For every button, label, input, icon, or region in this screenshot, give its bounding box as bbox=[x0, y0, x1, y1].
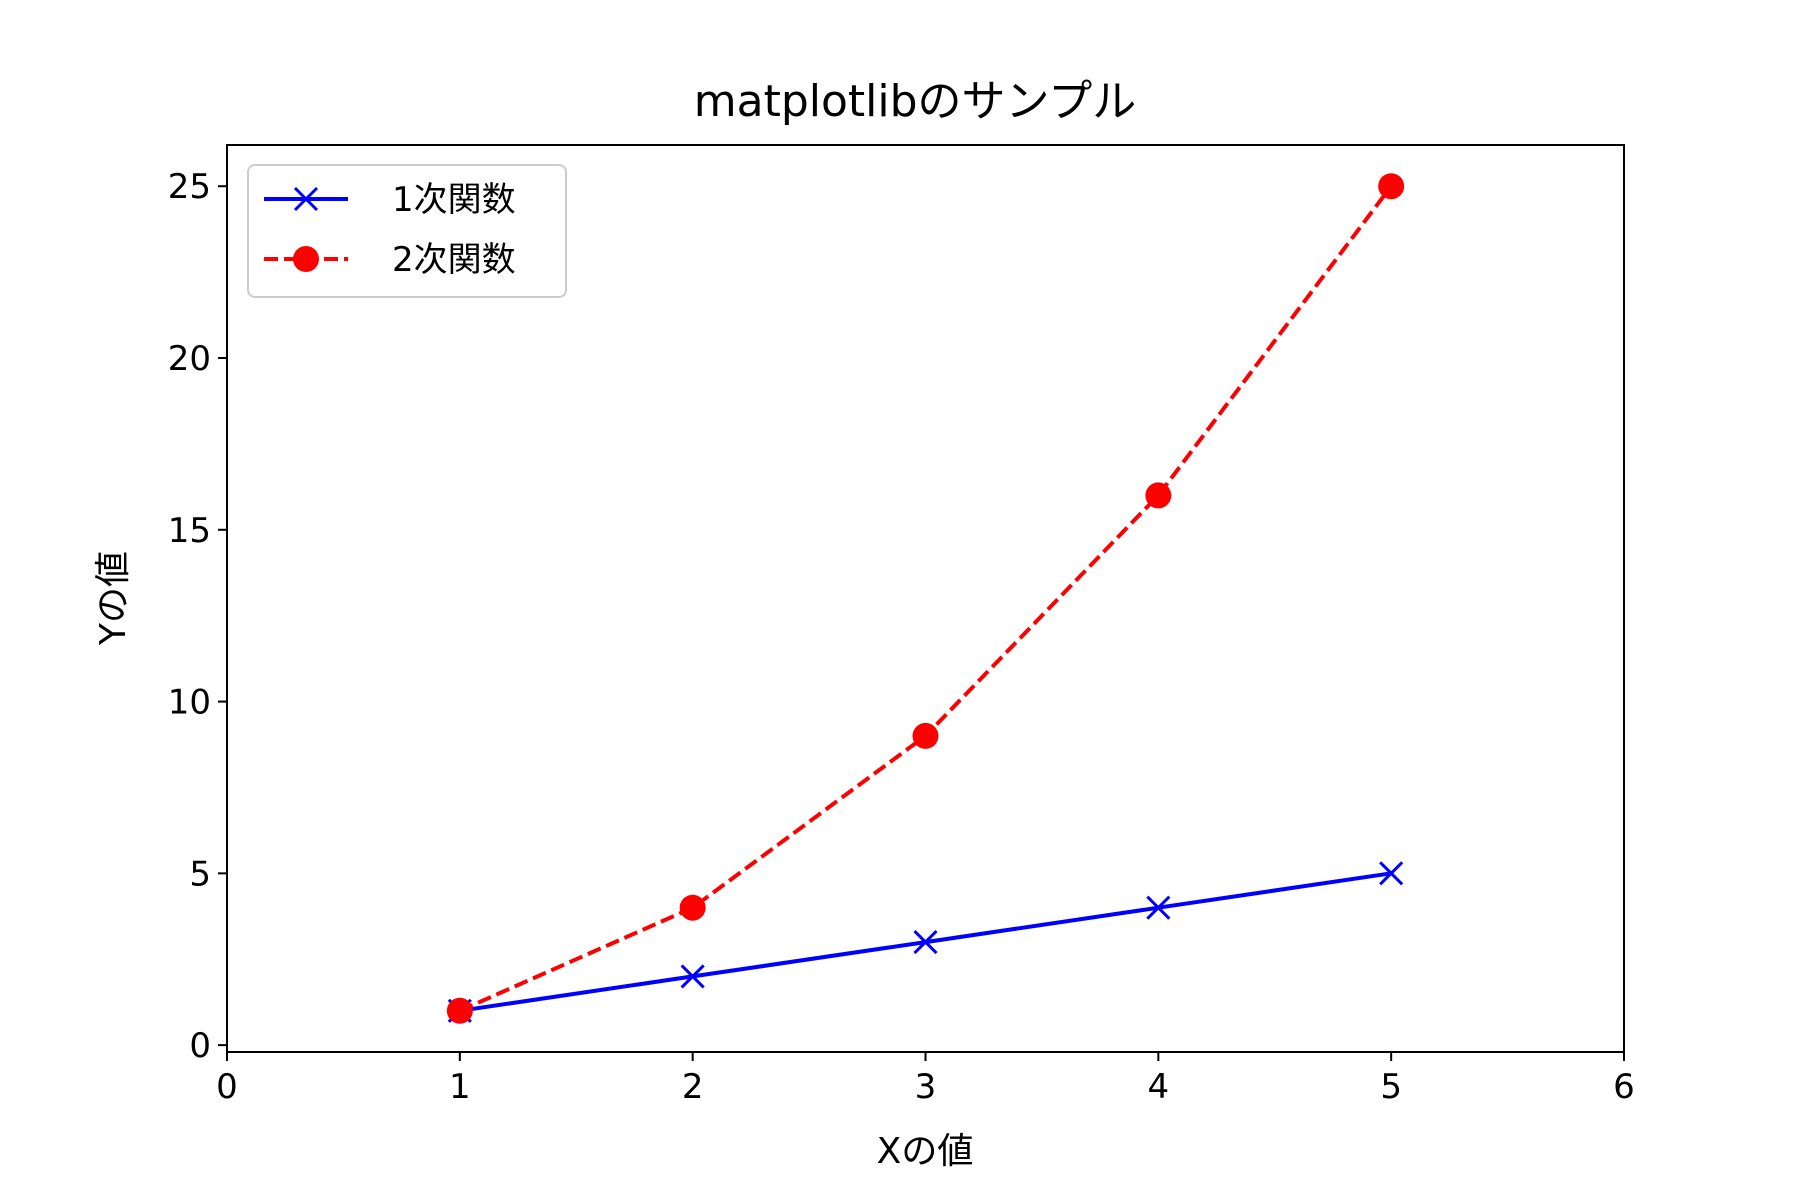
series-1-point-x-marker bbox=[1146, 895, 1171, 920]
x-tick-label: 0 bbox=[216, 1067, 238, 1107]
x-tick-label: 3 bbox=[915, 1067, 937, 1107]
y-tick-label: 20 bbox=[168, 339, 211, 379]
x-tick-label: 5 bbox=[1380, 1067, 1402, 1107]
y-tick-label: 0 bbox=[189, 1026, 211, 1066]
legend-entry-1: 1次関数 bbox=[264, 180, 516, 220]
legend-x-marker bbox=[293, 186, 319, 212]
marker-stroke bbox=[1146, 895, 1171, 920]
series-1-point-x-marker bbox=[1379, 861, 1404, 886]
legend-entry-2: 2次関数 bbox=[264, 240, 516, 280]
x-tick-label: 2 bbox=[682, 1067, 704, 1107]
axis-ticks: 0 1 2 3 4 5 6 0 5 10 15 20 25 bbox=[168, 167, 1635, 1107]
x-axis-label: Xの値 bbox=[877, 1131, 974, 1172]
series-2-point-circle-marker bbox=[446, 997, 473, 1024]
chart-title: matplotlibのサンプル bbox=[694, 76, 1136, 127]
marker-stroke bbox=[680, 964, 705, 989]
legend-label: 1次関数 bbox=[392, 180, 516, 220]
series-2 bbox=[446, 173, 1405, 1024]
marker-stroke bbox=[293, 186, 319, 212]
series-2-point-circle-marker bbox=[912, 722, 939, 749]
x-tick-label: 6 bbox=[1613, 1067, 1635, 1107]
marker-stroke bbox=[913, 929, 938, 955]
marker-stroke bbox=[1379, 861, 1404, 886]
x-tick-label: 1 bbox=[449, 1067, 471, 1107]
y-tick-label: 15 bbox=[168, 511, 211, 551]
series-2-point-circle-marker bbox=[1378, 173, 1405, 200]
y-tick-label: 10 bbox=[168, 683, 211, 723]
series-2-point-circle-marker bbox=[1145, 482, 1172, 509]
y-tick-label: 5 bbox=[189, 854, 211, 894]
y-tick-label: 25 bbox=[168, 167, 211, 207]
series-1-point-x-marker bbox=[913, 929, 938, 955]
series-1-point-x-marker bbox=[680, 964, 705, 989]
legend-circle-marker bbox=[293, 246, 319, 272]
x-tick-label: 4 bbox=[1148, 1067, 1170, 1107]
y-axis-label: Yの値 bbox=[93, 551, 134, 646]
plot-area bbox=[446, 173, 1405, 1024]
legend: 1次関数 2次関数 bbox=[247, 164, 567, 298]
series-2-point-circle-marker bbox=[679, 894, 706, 921]
legend-label: 2次関数 bbox=[392, 240, 516, 280]
